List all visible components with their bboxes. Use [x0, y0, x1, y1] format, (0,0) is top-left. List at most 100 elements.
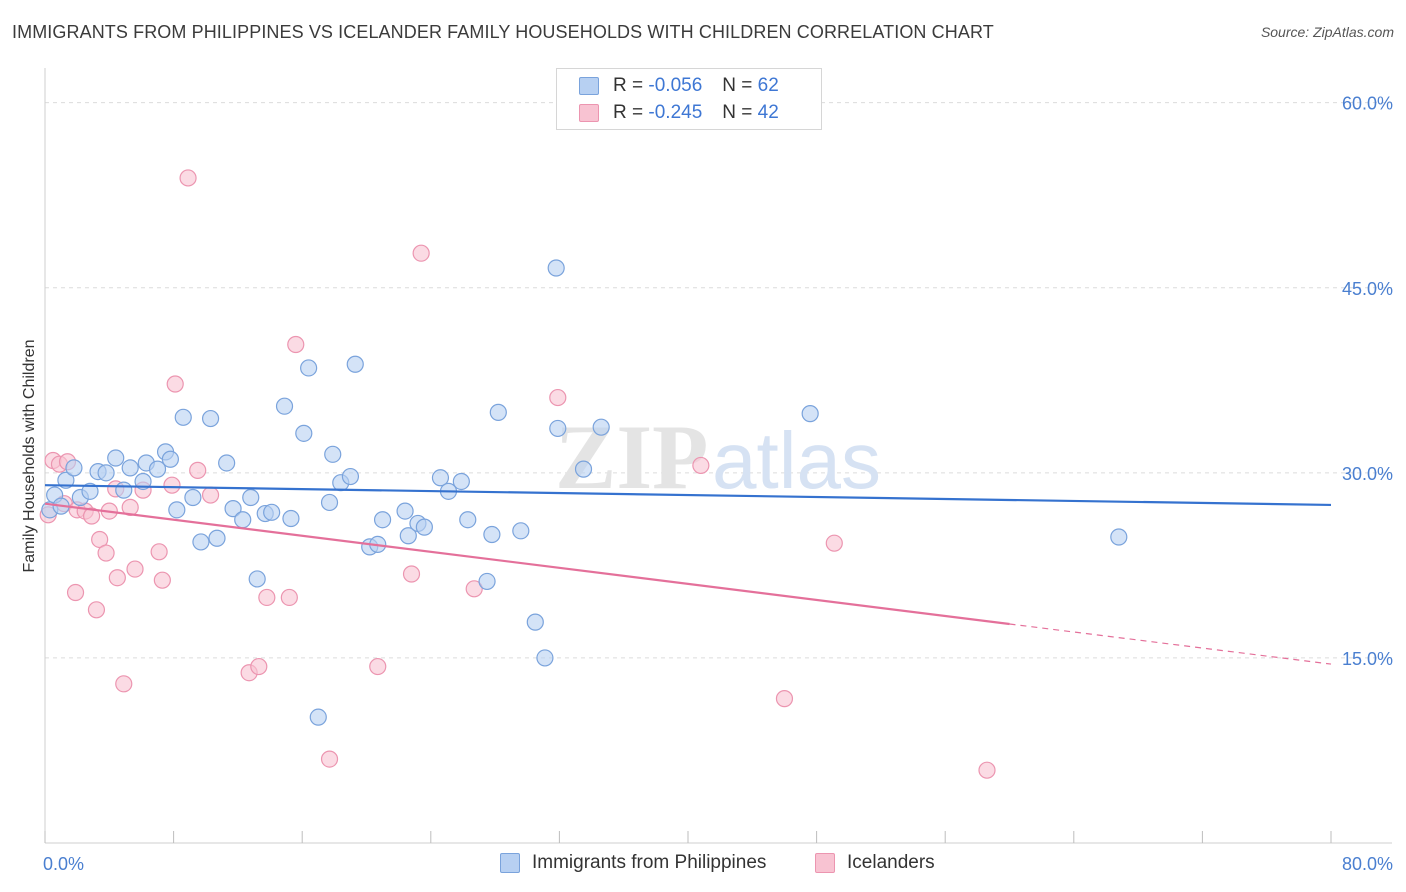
- legend-swatch-blue: [579, 77, 599, 95]
- philippines-point: [192, 533, 210, 551]
- icelanders-point: [825, 534, 843, 552]
- icelanders-point: [692, 456, 710, 475]
- icelanders-trend-line: [44, 502, 1010, 626]
- legend-box: R = -0.056 N = 62 R = -0.245 N = 42: [556, 68, 822, 130]
- legend-n-value: 62: [757, 75, 779, 96]
- philippines-point: [81, 482, 99, 500]
- x-tick-label: 0.0%: [43, 854, 84, 874]
- philippines-point: [161, 450, 179, 468]
- source-label: Source: ZipAtlas.com: [1260, 24, 1394, 40]
- y-tick-label: 15.0%: [1342, 649, 1393, 669]
- philippines-point: [592, 418, 610, 436]
- philippines-point: [224, 500, 242, 518]
- philippines-point: [399, 527, 417, 545]
- philippines-point: [295, 424, 313, 442]
- philippines-point: [121, 459, 139, 477]
- legend-n-value: 42: [757, 102, 779, 123]
- philippines-point: [549, 419, 567, 438]
- philippines-point: [107, 449, 125, 467]
- icelanders-point: [465, 580, 483, 598]
- philippines-point: [201, 409, 220, 428]
- bottom-legend-label: Immigrants from Philippines: [532, 852, 767, 873]
- bottom-legend-swatch-pink: [815, 853, 835, 873]
- icelanders-point: [549, 388, 567, 407]
- philippines-point: [526, 613, 544, 631]
- legend-r-value: -0.056: [648, 75, 703, 96]
- philippines-point: [57, 471, 75, 489]
- philippines-point: [65, 459, 83, 477]
- bottom-legend-swatch-blue: [500, 853, 520, 873]
- icelanders-point: [775, 690, 794, 708]
- icelanders-point: [126, 560, 144, 578]
- philippines-point: [431, 469, 450, 487]
- legend-r-label: R =: [613, 75, 644, 96]
- legend-r-label: R =: [613, 102, 644, 123]
- icelanders-points: [39, 169, 996, 779]
- icelanders-point: [97, 544, 115, 562]
- philippines-point: [483, 525, 501, 544]
- icelanders-trend-line-extension: [1009, 623, 1332, 665]
- y-tick-label: 45.0%: [1342, 279, 1393, 299]
- philippines-point: [452, 472, 470, 491]
- icelanders-point: [201, 486, 220, 504]
- icelanders-point: [280, 588, 298, 607]
- legend-n-label: N =: [722, 102, 753, 123]
- philippines-point: [324, 445, 342, 463]
- icelanders-point: [83, 507, 101, 525]
- philippines-point: [1110, 528, 1128, 546]
- philippines-point: [134, 472, 152, 491]
- icelanders-point: [87, 601, 106, 619]
- philippines-point: [218, 454, 236, 472]
- watermark: ZIP atlas: [555, 406, 881, 508]
- icelanders-point: [978, 761, 996, 779]
- bottom-legend-label: Icelanders: [847, 852, 935, 873]
- philippines-point: [512, 522, 530, 540]
- philippines-point: [309, 708, 327, 726]
- icelanders-point: [250, 657, 268, 676]
- philippines-point: [234, 511, 252, 529]
- icelanders-point: [115, 675, 133, 693]
- icelanders-point: [150, 543, 168, 561]
- icelanders-point: [369, 657, 387, 676]
- y-tick-label: 60.0%: [1342, 94, 1393, 114]
- philippines-point: [275, 397, 294, 415]
- philippines-point: [341, 467, 360, 486]
- axes: [44, 68, 1392, 844]
- legend-r-value: -0.245: [648, 102, 703, 123]
- legend-n-label: N =: [722, 75, 753, 96]
- philippines-trend-line: [44, 484, 1332, 507]
- philippines-point: [263, 503, 281, 521]
- grid-lines: [45, 102, 1392, 659]
- philippines-point: [373, 511, 392, 529]
- philippines-point: [574, 460, 593, 478]
- philippines-point: [415, 518, 433, 536]
- philippines-point: [115, 481, 133, 499]
- watermark-atlas: atlas: [712, 416, 881, 505]
- philippines-point: [184, 488, 202, 507]
- icelanders-point: [402, 565, 421, 583]
- bottom-legend-icelanders: Icelanders: [815, 852, 935, 874]
- chart-title: IMMIGRANTS FROM PHILIPPINES VS ICELANDER…: [12, 22, 994, 42]
- philippines-point: [168, 501, 186, 519]
- philippines-point: [396, 502, 414, 520]
- philippines-point: [346, 355, 364, 373]
- philippines-point: [148, 460, 167, 478]
- philippines-point: [174, 408, 192, 426]
- trend-lines: [44, 484, 1332, 665]
- icelanders-point: [179, 169, 197, 187]
- philippines-point: [536, 649, 554, 667]
- icelanders-point: [163, 476, 181, 494]
- watermark-zip: ZIP: [555, 406, 708, 508]
- icelanders-point: [189, 461, 207, 479]
- philippines-point: [489, 403, 507, 421]
- icelanders-point: [258, 588, 276, 607]
- icelanders-point: [153, 571, 171, 589]
- icelanders-point: [412, 244, 430, 262]
- icelanders-point: [320, 750, 339, 768]
- legend-row-philippines: R = -0.056 N = 62: [579, 73, 779, 99]
- icelanders-point: [66, 583, 85, 602]
- bottom-legend-philippines: Immigrants from Philippines: [500, 852, 766, 874]
- philippines-point: [320, 493, 339, 512]
- icelanders-point: [108, 569, 126, 587]
